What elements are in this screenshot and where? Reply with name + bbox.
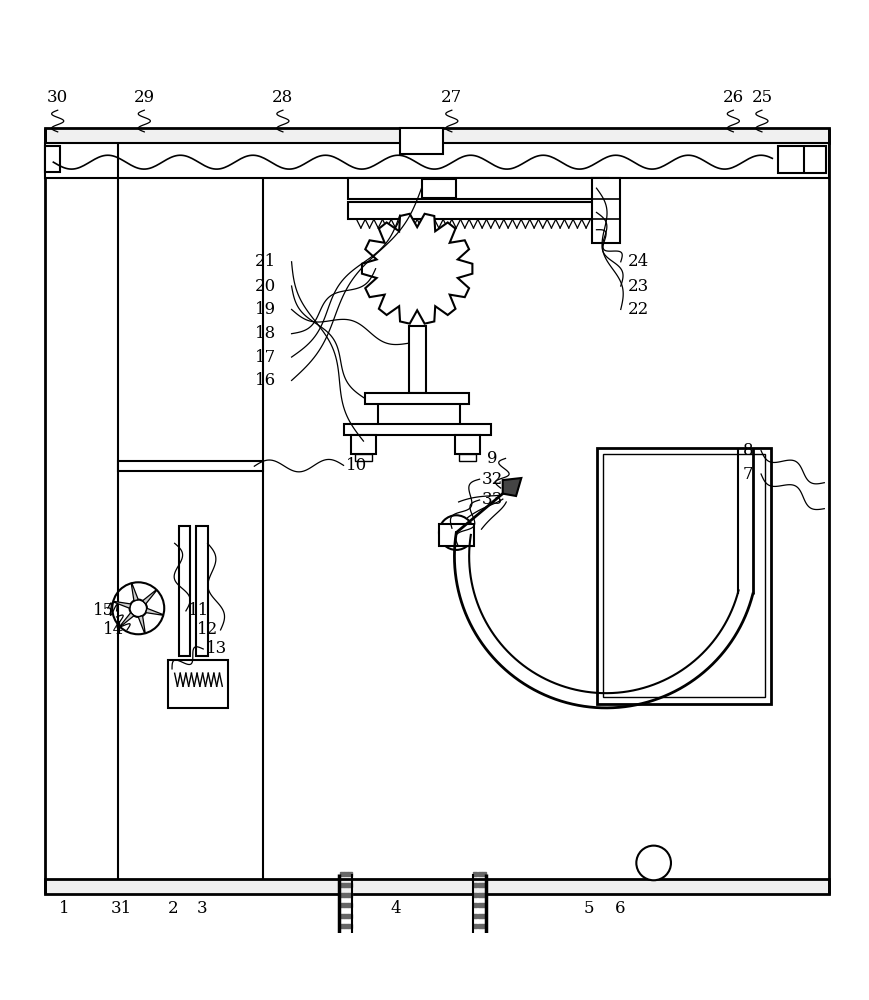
Text: 19: 19 <box>255 301 276 318</box>
Text: 8: 8 <box>743 442 753 459</box>
Bar <box>343 424 491 435</box>
Bar <box>44 128 829 143</box>
Text: 27: 27 <box>441 89 462 106</box>
Text: 6: 6 <box>614 900 625 917</box>
Text: 9: 9 <box>488 450 498 467</box>
Polygon shape <box>362 214 473 324</box>
Bar <box>44 146 60 172</box>
Text: 21: 21 <box>255 253 276 270</box>
Bar <box>351 435 375 454</box>
Polygon shape <box>146 608 163 615</box>
Polygon shape <box>131 583 138 601</box>
Text: 5: 5 <box>583 900 594 917</box>
Text: 31: 31 <box>110 900 131 917</box>
Text: 1: 1 <box>58 900 69 917</box>
Polygon shape <box>138 616 145 633</box>
Text: 25: 25 <box>752 89 773 106</box>
Text: 24: 24 <box>627 253 648 270</box>
Text: 10: 10 <box>346 457 368 474</box>
Bar <box>455 435 480 454</box>
Text: 12: 12 <box>197 621 218 638</box>
Circle shape <box>636 846 671 880</box>
Bar <box>421 179 456 198</box>
Bar <box>118 461 263 471</box>
Text: 7: 7 <box>743 466 753 483</box>
Bar <box>779 146 826 173</box>
Text: 30: 30 <box>47 89 69 106</box>
Bar <box>459 454 476 461</box>
Bar <box>400 128 443 154</box>
Bar <box>603 454 765 697</box>
Text: 23: 23 <box>627 278 648 295</box>
Circle shape <box>439 515 474 550</box>
Text: 15: 15 <box>93 602 114 619</box>
Text: 32: 32 <box>482 471 503 488</box>
Bar <box>592 178 620 243</box>
Text: 16: 16 <box>255 372 276 389</box>
Bar <box>168 660 229 708</box>
Polygon shape <box>113 601 130 608</box>
Bar <box>408 326 426 393</box>
Circle shape <box>129 600 147 617</box>
Bar <box>597 448 771 704</box>
Bar <box>196 526 208 656</box>
Text: 14: 14 <box>103 621 124 638</box>
Text: 3: 3 <box>197 900 208 917</box>
Text: 18: 18 <box>255 325 276 342</box>
Polygon shape <box>502 478 521 496</box>
Bar <box>348 202 607 219</box>
Bar <box>44 143 829 178</box>
Text: 29: 29 <box>134 89 155 106</box>
Polygon shape <box>120 613 134 627</box>
Text: 4: 4 <box>390 900 401 917</box>
Text: 17: 17 <box>255 349 276 366</box>
Bar <box>348 178 607 199</box>
Bar <box>439 524 474 546</box>
Text: 22: 22 <box>627 301 648 318</box>
Text: 11: 11 <box>189 602 209 619</box>
Text: 33: 33 <box>482 491 503 508</box>
Text: 13: 13 <box>206 640 227 657</box>
Text: 26: 26 <box>723 89 744 106</box>
Text: 20: 20 <box>255 278 276 295</box>
Bar <box>355 454 372 461</box>
Bar <box>365 393 469 404</box>
Text: 28: 28 <box>272 89 294 106</box>
Polygon shape <box>143 590 156 604</box>
Bar <box>44 879 829 894</box>
Text: 2: 2 <box>168 900 178 917</box>
Circle shape <box>401 253 433 284</box>
Bar <box>179 526 190 656</box>
